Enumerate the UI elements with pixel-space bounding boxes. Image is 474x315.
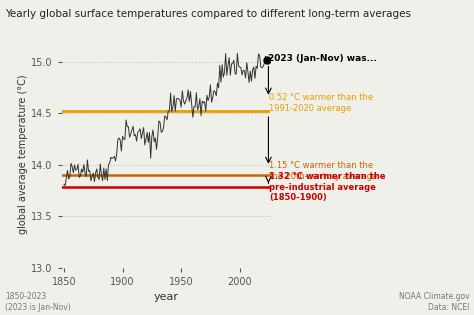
X-axis label: year: year <box>154 292 178 302</box>
Text: 1.32 °C warmer than the
pre-industrial average
(1850-1900): 1.32 °C warmer than the pre-industrial a… <box>269 172 386 202</box>
Y-axis label: global average temperature (°C): global average temperature (°C) <box>18 75 28 234</box>
Text: 0.52 °C warmer than the
1991-2020 average: 0.52 °C warmer than the 1991-2020 averag… <box>269 93 374 112</box>
Text: 2023 (Jan-Nov) was...: 2023 (Jan-Nov) was... <box>268 54 377 63</box>
Text: NOAA Climate.gov
Data: NCEI: NOAA Climate.gov Data: NCEI <box>399 292 469 312</box>
Text: Yearly global surface temperatures compared to different long-term averages: Yearly global surface temperatures compa… <box>5 9 411 20</box>
Text: 1850-2023
(2023 is Jan-Nov): 1850-2023 (2023 is Jan-Nov) <box>5 292 71 312</box>
Text: 1.15 °C warmer than the
the 20th-century average: 1.15 °C warmer than the the 20th-century… <box>269 161 377 180</box>
